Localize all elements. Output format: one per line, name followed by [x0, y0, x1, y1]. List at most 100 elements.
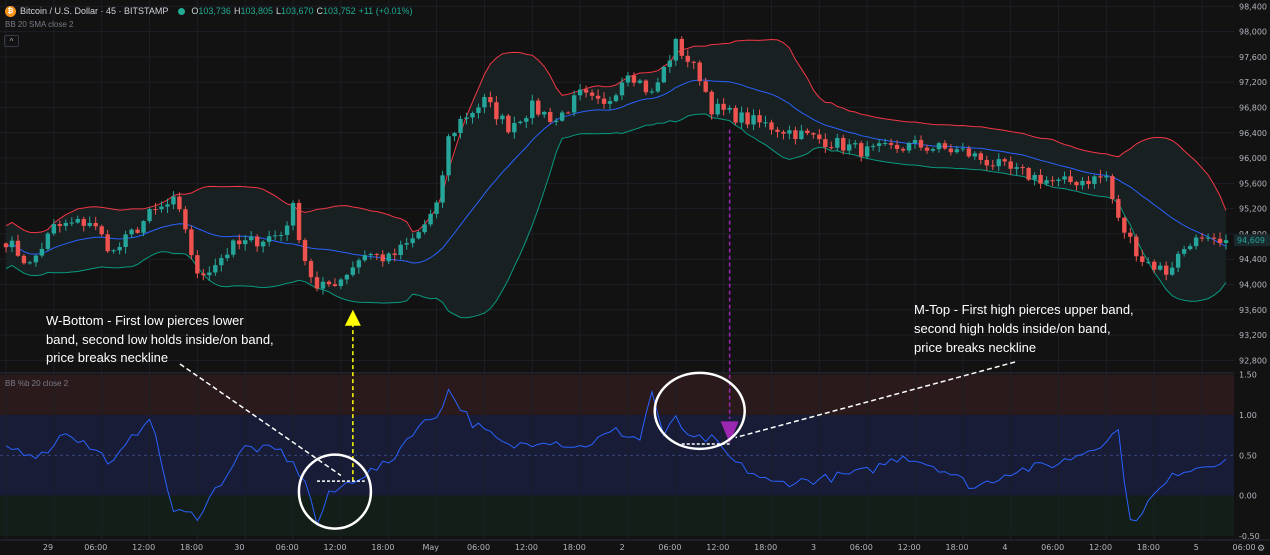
candle[interactable]: [440, 170, 445, 209]
candle[interactable]: [63, 219, 69, 231]
candle[interactable]: [799, 124, 804, 141]
candle[interactable]: [141, 220, 146, 237]
candle[interactable]: [1181, 245, 1187, 257]
candle[interactable]: [936, 141, 942, 153]
candle[interactable]: [75, 215, 80, 224]
candle[interactable]: [39, 242, 45, 258]
candle[interactable]: [410, 233, 415, 248]
candle[interactable]: [583, 85, 589, 98]
candle[interactable]: [3, 242, 9, 253]
candle[interactable]: [1110, 173, 1115, 204]
candle[interactable]: [793, 126, 798, 145]
candle[interactable]: [1211, 233, 1217, 245]
candles[interactable]: [3, 36, 1229, 295]
candle[interactable]: [715, 98, 720, 117]
candle[interactable]: [446, 133, 451, 182]
candle[interactable]: [332, 278, 338, 287]
candle[interactable]: [906, 141, 912, 154]
candle[interactable]: [93, 216, 98, 231]
candle[interactable]: [338, 277, 344, 290]
candle[interactable]: [847, 139, 852, 155]
candle[interactable]: [476, 103, 481, 119]
candle[interactable]: [386, 251, 391, 265]
price-axis[interactable]: 98,400 98,000 97,600 97,200 96,800 96,400 96,0…: [1234, 2, 1270, 365]
collapse-chevron-icon[interactable]: ^: [4, 35, 19, 47]
candle[interactable]: [1134, 234, 1139, 262]
candle[interactable]: [225, 248, 230, 262]
candle[interactable]: [1086, 176, 1091, 189]
candle[interactable]: [990, 159, 995, 170]
candle[interactable]: [1014, 162, 1019, 176]
candle[interactable]: [954, 145, 960, 154]
candle[interactable]: [1193, 234, 1199, 250]
candle[interactable]: [1152, 259, 1157, 274]
candle[interactable]: [392, 248, 397, 262]
candle[interactable]: [278, 231, 284, 242]
candle[interactable]: [165, 198, 170, 214]
candle[interactable]: [1116, 194, 1121, 222]
candle[interactable]: [571, 90, 577, 117]
candle[interactable]: [9, 236, 15, 253]
candle[interactable]: [260, 240, 266, 253]
candle[interactable]: [207, 266, 212, 281]
pctb-axis[interactable]: 1.50 1.00 0.50 0.00 -0.50: [1239, 371, 1260, 541]
candle[interactable]: [159, 201, 164, 213]
candle[interactable]: [69, 217, 74, 227]
time-axis[interactable]: 29 06:00 12:00 18:00 30 06:00 12:00 18:00 May 06:…: [0, 539, 1270, 552]
candle[interactable]: [530, 94, 535, 125]
candle[interactable]: [667, 54, 673, 73]
candle[interactable]: [631, 72, 637, 87]
candle[interactable]: [577, 83, 583, 101]
candle[interactable]: [1068, 169, 1073, 185]
candle[interactable]: [769, 119, 774, 135]
candle[interactable]: [195, 250, 200, 279]
candle[interactable]: [805, 128, 810, 136]
candle[interactable]: [189, 225, 194, 260]
candle[interactable]: [703, 77, 708, 93]
candle[interactable]: [266, 230, 272, 247]
candle[interactable]: [506, 113, 511, 134]
candle[interactable]: [272, 230, 278, 241]
candle[interactable]: [679, 36, 684, 60]
candle[interactable]: [763, 115, 768, 128]
candle[interactable]: [1158, 262, 1163, 271]
candle[interactable]: [1062, 171, 1067, 184]
candle[interactable]: [470, 111, 475, 124]
candle[interactable]: [1020, 164, 1025, 175]
candle[interactable]: [1187, 243, 1193, 251]
candle[interactable]: [398, 240, 403, 260]
candle[interactable]: [817, 128, 822, 144]
candle[interactable]: [243, 235, 248, 251]
candle[interactable]: [829, 141, 834, 150]
candle[interactable]: [1026, 166, 1031, 182]
candle[interactable]: [123, 230, 128, 254]
candle[interactable]: [553, 117, 559, 126]
candle[interactable]: [619, 77, 625, 100]
candle[interactable]: [948, 143, 954, 156]
bb-indicator-label[interactable]: BB 20 SMA close 2: [5, 20, 74, 29]
candle[interactable]: [673, 37, 679, 66]
candle[interactable]: [709, 89, 714, 120]
candle[interactable]: [81, 216, 86, 232]
candle[interactable]: [201, 268, 206, 281]
candle[interactable]: [87, 216, 92, 228]
candle[interactable]: [918, 135, 924, 151]
candle[interactable]: [219, 254, 224, 272]
candle[interactable]: [625, 72, 631, 87]
candle[interactable]: [751, 109, 756, 131]
candle[interactable]: [27, 260, 33, 265]
candle[interactable]: [733, 105, 738, 125]
candle[interactable]: [595, 89, 601, 104]
gear-icon[interactable]: ⚙: [1256, 543, 1266, 553]
candle[interactable]: [57, 220, 63, 233]
candle[interactable]: [787, 125, 792, 140]
candle[interactable]: [45, 231, 51, 252]
candle[interactable]: [1140, 250, 1145, 267]
candle[interactable]: [248, 231, 254, 243]
candle[interactable]: [864, 141, 870, 160]
candle[interactable]: [153, 202, 158, 215]
candle[interactable]: [33, 254, 39, 267]
candle[interactable]: [888, 138, 894, 150]
candle[interactable]: [15, 234, 21, 257]
